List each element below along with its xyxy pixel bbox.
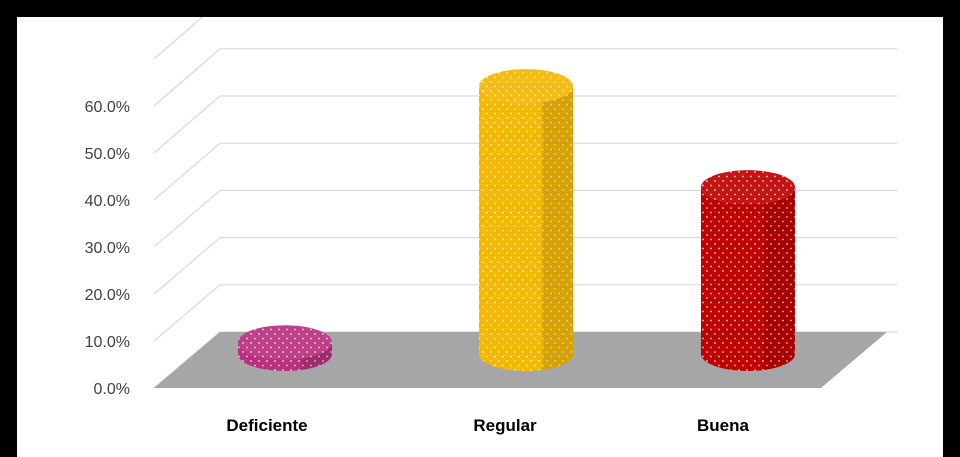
gridline-side bbox=[153, 142, 221, 201]
bar-deficiente bbox=[238, 325, 333, 371]
gridline-side bbox=[153, 284, 221, 342]
y-tick-label: 60.0% bbox=[85, 99, 130, 116]
y-tick-label: 20.0% bbox=[85, 287, 130, 304]
gridline-side bbox=[153, 95, 221, 154]
y-tick-label: 10.0% bbox=[85, 334, 130, 351]
gridline-side bbox=[153, 17, 204, 60]
bar-chart: 0.0% 10.0% 20.0% 30.0% 40.0% 50.0% 60.0% Defic… bbox=[85, 17, 897, 435]
y-axis: 0.0% 10.0% 20.0% 30.0% 40.0% 50.0% 60.0% bbox=[85, 99, 130, 398]
x-category-label: Buena bbox=[697, 416, 750, 435]
y-tick-label: 50.0% bbox=[85, 146, 130, 163]
x-category-label: Regular bbox=[473, 416, 537, 435]
bars bbox=[238, 69, 796, 371]
bar-regular bbox=[479, 69, 574, 371]
y-tick-label: 0.0% bbox=[94, 381, 130, 398]
y-tick-label: 30.0% bbox=[85, 240, 130, 257]
gridline-side bbox=[153, 48, 221, 107]
bar-buena bbox=[701, 170, 796, 371]
chart-area: 0.0% 10.0% 20.0% 30.0% 40.0% 50.0% 60.0% Defic… bbox=[17, 17, 943, 457]
x-axis: Deficiente Regular Buena bbox=[226, 416, 749, 435]
gridline-side bbox=[153, 189, 221, 248]
gridline-side bbox=[153, 237, 221, 295]
y-tick-label: 40.0% bbox=[85, 193, 130, 210]
x-category-label: Deficiente bbox=[226, 416, 307, 435]
